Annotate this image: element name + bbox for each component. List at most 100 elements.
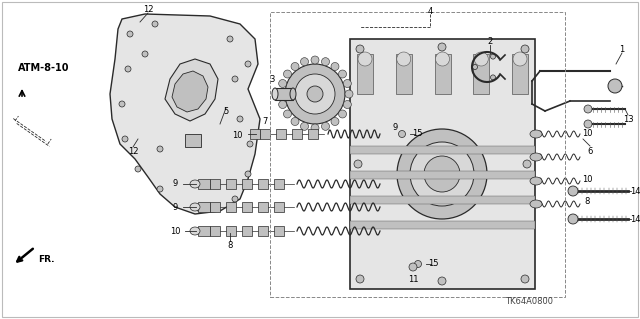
Circle shape (321, 58, 330, 66)
Circle shape (438, 277, 446, 285)
Text: ATM-8-10: ATM-8-10 (18, 63, 70, 73)
Text: 14: 14 (630, 187, 640, 196)
Circle shape (474, 52, 488, 66)
Circle shape (568, 214, 578, 224)
Circle shape (354, 160, 362, 168)
Bar (350, 39, 535, 289)
Bar (274, 179, 284, 189)
Circle shape (122, 136, 128, 142)
Bar (276, 129, 286, 139)
Circle shape (339, 110, 346, 118)
Ellipse shape (530, 200, 542, 208)
Circle shape (490, 54, 495, 59)
Circle shape (608, 79, 622, 93)
Circle shape (438, 43, 446, 51)
Text: 9: 9 (172, 180, 178, 189)
Ellipse shape (190, 203, 200, 211)
Circle shape (291, 117, 299, 125)
Circle shape (523, 160, 531, 168)
Text: 1: 1 (620, 44, 625, 54)
Circle shape (399, 130, 406, 137)
Text: 9: 9 (392, 122, 397, 131)
Text: FR.: FR. (38, 255, 54, 263)
Bar (435, 54, 451, 94)
Bar (258, 226, 268, 236)
Ellipse shape (530, 153, 542, 161)
Text: 14: 14 (630, 214, 640, 224)
Circle shape (513, 52, 527, 66)
Circle shape (277, 90, 285, 98)
Circle shape (284, 110, 291, 118)
Text: 15: 15 (412, 130, 422, 138)
Circle shape (415, 261, 422, 268)
Bar (250, 129, 260, 139)
Circle shape (278, 79, 287, 87)
Text: 10: 10 (582, 174, 592, 183)
Text: 10: 10 (582, 130, 592, 138)
Bar (357, 54, 373, 94)
Bar (350, 146, 535, 154)
Bar (185, 134, 201, 147)
Circle shape (301, 58, 308, 66)
Circle shape (197, 206, 203, 212)
Circle shape (568, 186, 578, 196)
Bar (270, 12, 565, 297)
Text: 4: 4 (428, 6, 433, 16)
Bar (260, 129, 270, 139)
Bar (242, 226, 252, 236)
Circle shape (490, 75, 495, 80)
Bar (350, 171, 535, 179)
Circle shape (245, 61, 251, 67)
Polygon shape (172, 71, 208, 112)
Circle shape (472, 64, 477, 70)
Bar (275, 88, 293, 100)
Circle shape (343, 79, 351, 87)
Circle shape (291, 63, 299, 70)
Ellipse shape (190, 227, 200, 235)
Polygon shape (165, 59, 218, 121)
Circle shape (284, 70, 291, 78)
Bar (210, 226, 220, 236)
Circle shape (152, 21, 158, 27)
Circle shape (247, 141, 253, 147)
Circle shape (311, 124, 319, 132)
Circle shape (127, 31, 133, 37)
Circle shape (142, 51, 148, 57)
Bar (226, 179, 236, 189)
Ellipse shape (190, 180, 200, 188)
Circle shape (343, 100, 351, 108)
Circle shape (397, 129, 487, 219)
Bar (512, 54, 528, 94)
Bar (226, 202, 236, 212)
Circle shape (584, 120, 592, 128)
Text: 8: 8 (227, 241, 233, 250)
Circle shape (285, 64, 345, 124)
Circle shape (424, 156, 460, 192)
Text: 13: 13 (623, 115, 634, 123)
Bar (198, 202, 210, 212)
Bar (292, 129, 302, 139)
Text: 9: 9 (172, 203, 178, 211)
Circle shape (356, 45, 364, 53)
Circle shape (397, 52, 411, 66)
Circle shape (321, 122, 330, 130)
Bar (242, 179, 252, 189)
Circle shape (356, 275, 364, 283)
Bar (308, 129, 318, 139)
Ellipse shape (530, 130, 542, 138)
Text: 6: 6 (588, 146, 593, 155)
Bar (210, 202, 220, 212)
Circle shape (227, 36, 233, 42)
Bar (242, 202, 252, 212)
Circle shape (237, 116, 243, 122)
Text: TK64A0800: TK64A0800 (505, 296, 553, 306)
Text: 5: 5 (223, 108, 228, 116)
Text: 3: 3 (269, 75, 275, 84)
Circle shape (301, 122, 308, 130)
Circle shape (435, 52, 449, 66)
Circle shape (358, 52, 372, 66)
Circle shape (521, 45, 529, 53)
Circle shape (584, 105, 592, 113)
Text: 15: 15 (428, 259, 438, 269)
Text: 11: 11 (408, 275, 419, 284)
